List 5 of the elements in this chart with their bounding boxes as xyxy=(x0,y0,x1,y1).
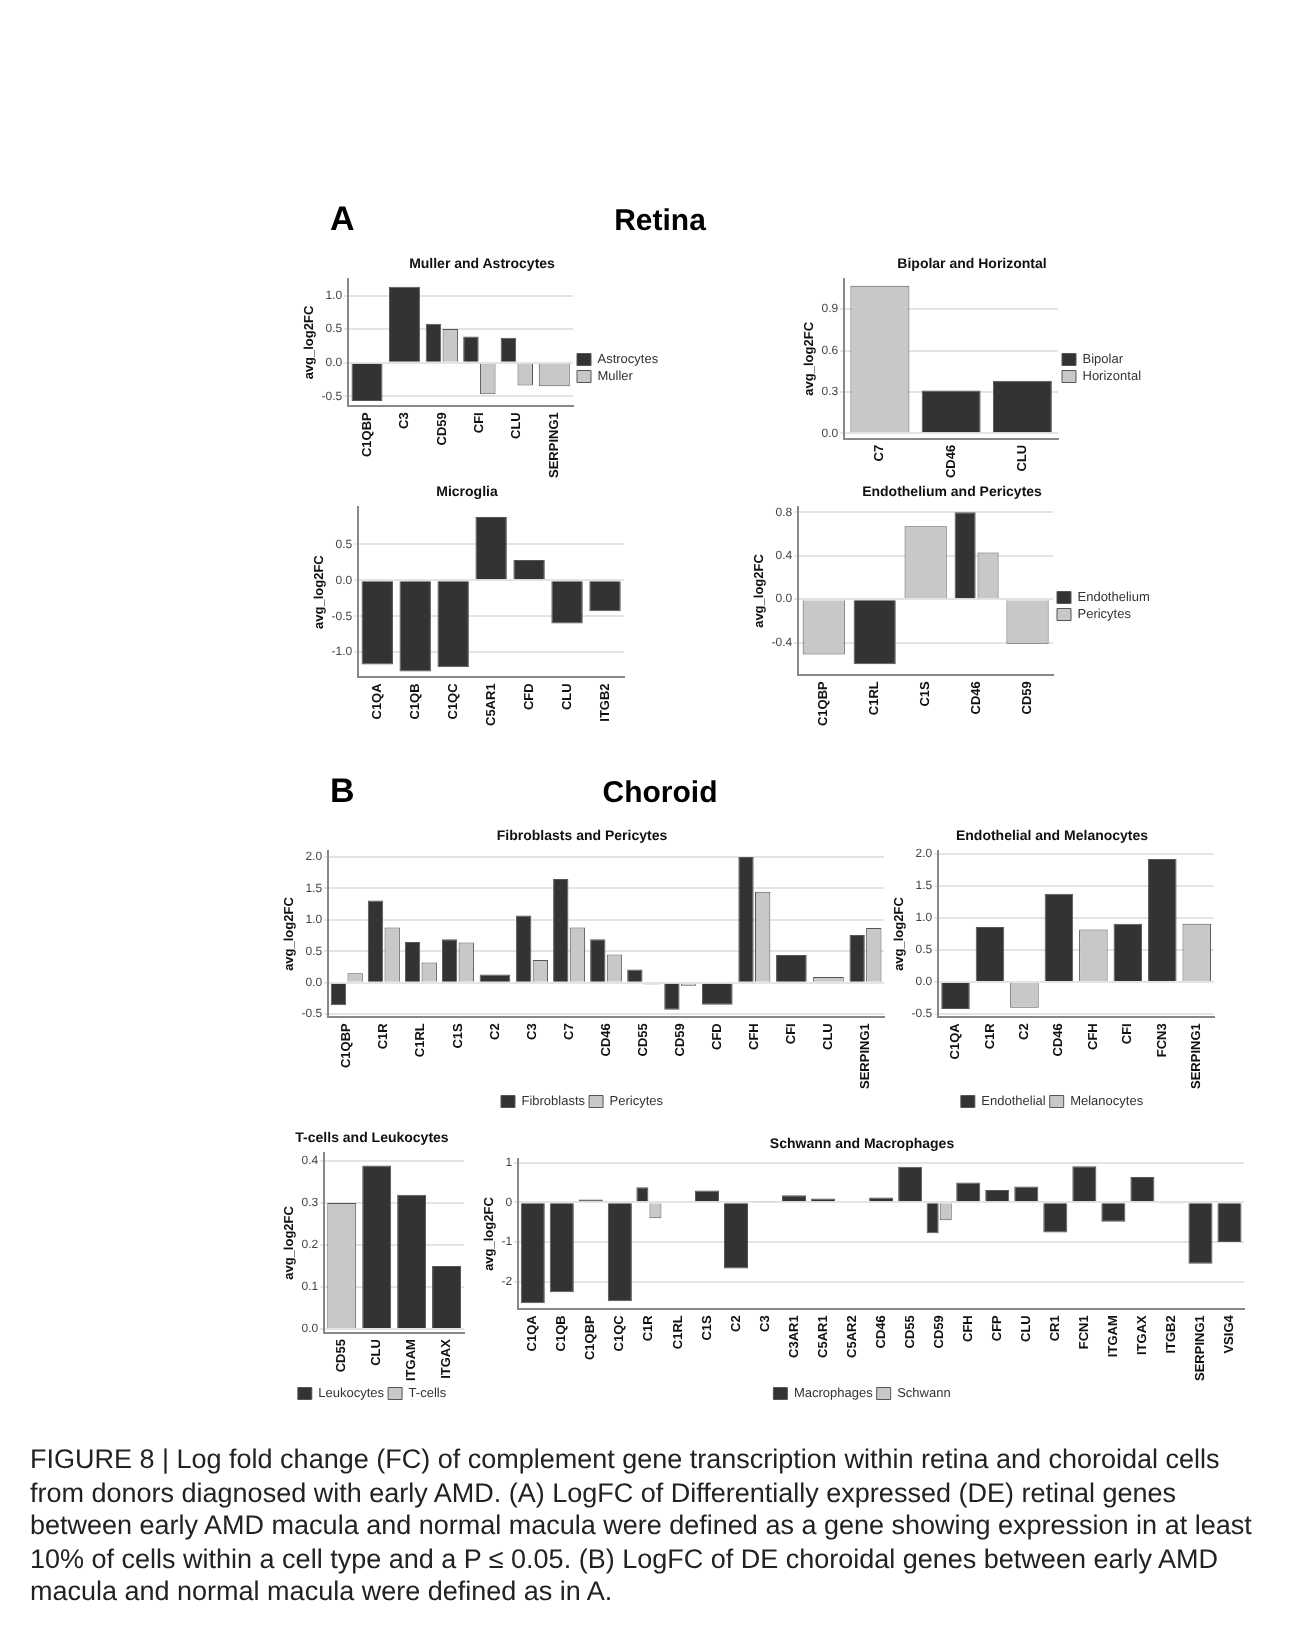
text: Retina xyxy=(614,204,706,238)
text: Choroid xyxy=(602,776,718,810)
text: A xyxy=(330,200,355,240)
text: B xyxy=(330,772,355,812)
caption: FIGURE 8 | Log fold change (FC) of complement gene transcription within retina and choroidal cells from donors diagnosed with early AMD. (A) LogFC of Differentially expressed (DE) retinal genes between early AMD macula and normal macula were defined as a gene showing expression in at least 10% of cells within a cell type and a P ≤ 0.05. (B) LogFC of DE choroidal genes between early AMD macula and normal macula were defined as in A. xyxy=(30,1444,1254,1609)
